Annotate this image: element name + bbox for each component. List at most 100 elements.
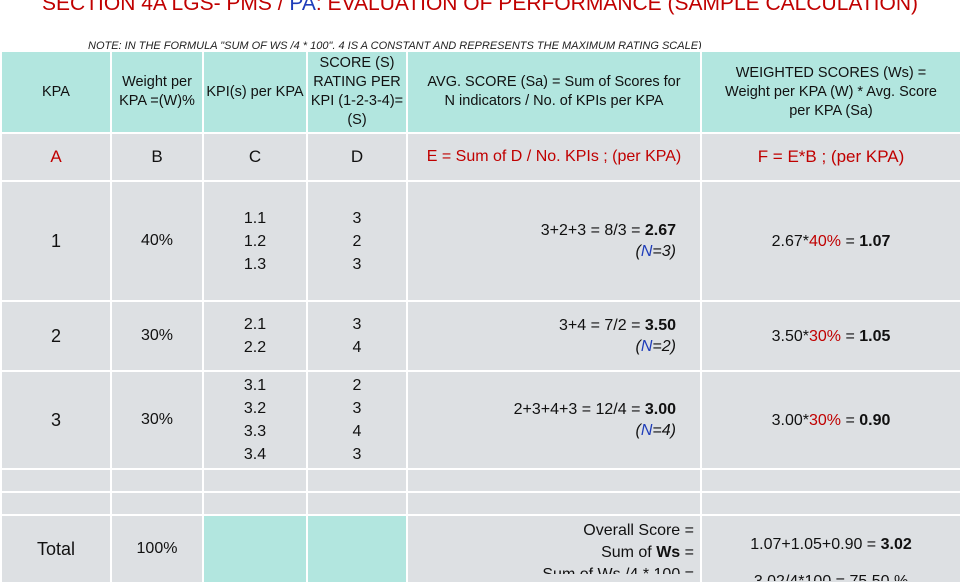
letter-row: A B C D E = Sum of D / No. KPIs ; (per K… xyxy=(0,132,960,182)
kpi-item: 3.4 xyxy=(243,446,267,463)
score-list: 3 2 3 xyxy=(306,180,408,302)
table-row: 1 40% 1.1 1.2 1.3 3 2 3 3+2+3 = 8/3 = 2.… xyxy=(0,180,960,302)
empty-cell xyxy=(306,468,408,493)
kpi-item: 1.2 xyxy=(243,232,267,250)
table-row: 3 30% 3.1 3.2 3.3 3.4 2 3 4 3 2+3+4+3 = … xyxy=(0,370,960,470)
header-weighted-score: WEIGHTED SCORES (Ws) = Weight per KPA (W… xyxy=(700,50,960,134)
ws-percent: 30% xyxy=(808,327,842,345)
overall-score-cell: Overall Score = Sum of Ws = Sum of Ws /4… xyxy=(406,514,702,584)
ws-equals: = xyxy=(841,411,860,429)
ws-left: 3.50* xyxy=(771,327,809,345)
letter-e: E = Sum of D / No. KPIs ; (per KPA) xyxy=(406,132,702,182)
letter-d: D xyxy=(306,132,408,182)
n-label: N xyxy=(640,243,653,260)
avg-score-cell: 3+2+3 = 8/3 = 2.67 (N=3) xyxy=(406,180,702,302)
empty-cell xyxy=(306,491,408,516)
kpi-item: 3.2 xyxy=(243,400,267,417)
evaluation-table: KPA Weight per KPA =(W)% KPI(s) per KPA … xyxy=(0,50,960,584)
kpa-number: 1 xyxy=(0,180,112,302)
ws-equals: = xyxy=(841,327,860,345)
score-list: 2 3 4 3 xyxy=(306,370,408,470)
empty-cell xyxy=(406,468,702,493)
n-value: =4 xyxy=(652,422,671,439)
total-row: Total 100% Overall Score = Sum of Ws = S… xyxy=(0,514,960,584)
avg-expression: 3+2+3 = 8/3 = xyxy=(540,222,645,239)
formula-note: NOTE: IN THE FORMULA "SUM OF WS /4 * 100… xyxy=(88,41,702,49)
total-sum: 1.07+1.05+0.90 = 3.02 xyxy=(750,536,912,553)
score-item: 3 xyxy=(352,316,362,333)
kpa-weight: 30% xyxy=(110,300,204,372)
weighted-score-cell: 3.00*30% = 0.90 xyxy=(700,370,960,470)
score-item: 3 xyxy=(352,209,362,227)
kpi-item: 2.2 xyxy=(243,339,267,356)
n-label: N xyxy=(640,422,653,439)
title-part-3: : EVALUATION OF PERFORMANCE (SAMPLE CALC… xyxy=(315,0,918,15)
ws-value: 1.07 xyxy=(859,232,891,250)
kpi-item: 2.1 xyxy=(243,316,267,333)
total-score-empty xyxy=(306,514,408,584)
overall-line-1: Overall Score = xyxy=(583,522,694,539)
n-value: =3 xyxy=(652,243,671,260)
ws-value: 0.90 xyxy=(859,411,891,429)
header-row: KPA Weight per KPA =(W)% KPI(s) per KPA … xyxy=(0,50,960,134)
avg-expression: 2+3+4+3 = 12/4 = xyxy=(513,401,645,418)
ws-value: 1.05 xyxy=(859,327,891,345)
avg-value: 2.67 xyxy=(644,222,676,239)
overall-line-3: Sum of Ws /4 * 100 = xyxy=(409,564,694,574)
kpa-weight: 40% xyxy=(110,180,204,302)
table-row: 2 30% 2.1 2.2 3 4 3+4 = 7/2 = 3.50 (N=2)… xyxy=(0,300,960,372)
ws-left: 3.00* xyxy=(771,411,809,429)
avg-expression: 3+4 = 7/2 = xyxy=(559,317,645,334)
empty-cell xyxy=(700,491,960,516)
total-label: Total xyxy=(0,514,112,584)
score-item: 3 xyxy=(352,400,362,417)
kpa-number: 3 xyxy=(0,370,112,470)
empty-cell xyxy=(0,468,112,493)
empty-cell xyxy=(202,491,308,516)
empty-cell xyxy=(406,491,702,516)
n-label: N xyxy=(640,338,653,355)
empty-cell xyxy=(110,491,204,516)
header-kpa: KPA xyxy=(0,50,112,134)
empty-row xyxy=(0,468,960,493)
header-kpis: KPI(s) per KPA xyxy=(202,50,308,134)
kpi-item: 3.3 xyxy=(243,423,267,440)
score-item: 4 xyxy=(352,423,362,440)
total-final: 3.02/4*100 = 75.50 % xyxy=(703,571,959,581)
ws-left: 2.67* xyxy=(771,232,809,250)
score-item: 3 xyxy=(352,255,362,273)
avg-score-cell: 3+4 = 7/2 = 3.50 (N=2) xyxy=(406,300,702,372)
empty-cell xyxy=(202,468,308,493)
kpi-list: 3.1 3.2 3.3 3.4 xyxy=(202,370,308,470)
ws-percent: 40% xyxy=(808,232,842,250)
score-item: 2 xyxy=(352,377,362,394)
title-part-1: SECTION 4A LGS- PMS / xyxy=(42,0,290,15)
n-value: =2 xyxy=(652,338,671,355)
score-list: 3 4 xyxy=(306,300,408,372)
page-title: SECTION 4A LGS- PMS / PA: EVALUATION OF … xyxy=(0,0,960,16)
empty-cell xyxy=(700,468,960,493)
weighted-score-cell: 2.67*40% = 1.07 xyxy=(700,180,960,302)
weighted-score-cell: 3.50*30% = 1.05 xyxy=(700,300,960,372)
total-kpis-empty xyxy=(202,514,308,584)
kpi-list: 1.1 1.2 1.3 xyxy=(202,180,308,302)
kpa-weight: 30% xyxy=(110,370,204,470)
total-weight: 100% xyxy=(110,514,204,584)
letter-c: C xyxy=(202,132,308,182)
kpi-item: 1.3 xyxy=(243,255,267,273)
header-weight: Weight per KPA =(W)% xyxy=(110,50,204,134)
kpi-item: 3.1 xyxy=(243,377,267,394)
kpa-number: 2 xyxy=(0,300,112,372)
header-score: SCORE (S) RATING PER KPI (1-2-3-4)= (S) xyxy=(306,50,408,134)
avg-value: 3.00 xyxy=(644,401,676,418)
avg-score-cell: 2+3+4+3 = 12/4 = 3.00 (N=4) xyxy=(406,370,702,470)
avg-value: 3.50 xyxy=(644,317,676,334)
header-avg-score: AVG. SCORE (Sa) = Sum of Scores for N in… xyxy=(406,50,702,134)
empty-row xyxy=(0,491,960,516)
kpi-list: 2.1 2.2 xyxy=(202,300,308,372)
title-part-2: PA xyxy=(289,0,316,15)
letter-f: F = E*B ; (per KPA) xyxy=(700,132,960,182)
kpi-item: 1.1 xyxy=(243,209,267,227)
overall-line-2: Sum of Ws = xyxy=(601,544,694,561)
empty-cell xyxy=(110,468,204,493)
